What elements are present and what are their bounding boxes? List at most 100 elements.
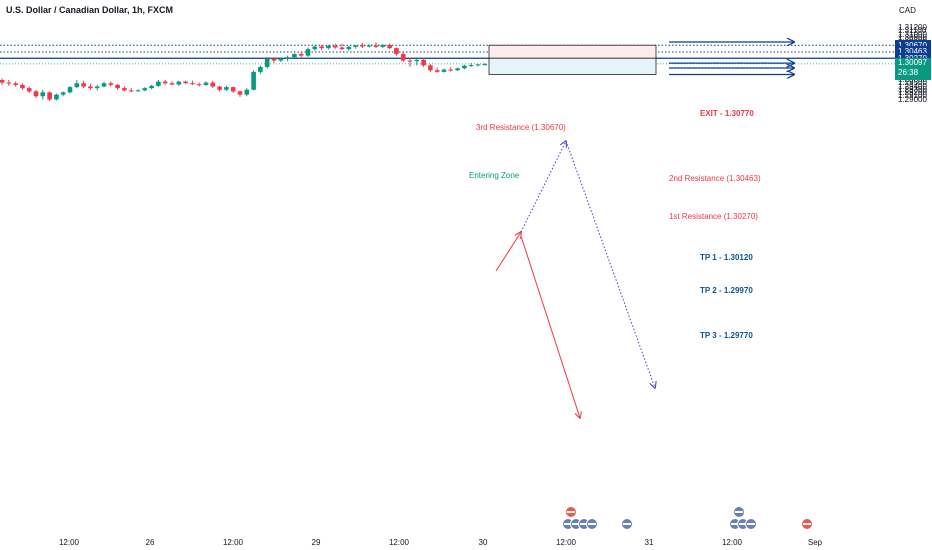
- resistance-1-label: 1st Resistance (1.30270): [669, 212, 758, 221]
- candle-body: [217, 86, 222, 90]
- candle-body: [428, 65, 433, 71]
- price-tick: 1.29000: [898, 94, 927, 104]
- us-event-flag-7-stripe: [731, 523, 739, 525]
- candle-body: [264, 58, 270, 67]
- tp3-label: TP 3 - 1.29770: [700, 331, 753, 340]
- candle-body: [441, 69, 447, 72]
- candle-body: [482, 64, 488, 66]
- us-event-flag-4-stripe: [588, 523, 596, 525]
- candle-body: [373, 45, 379, 47]
- candle-body: [244, 89, 250, 95]
- exit-label: EXIT - 1.30770: [700, 109, 754, 118]
- currency-label: CAD: [899, 6, 916, 15]
- price-tick: 1.29300: [898, 84, 927, 94]
- candle-body: [292, 54, 297, 58]
- candle-body: [149, 85, 154, 89]
- candle-body: [448, 69, 454, 71]
- symbol-title: U.S. Dollar / Canadian Dollar, 1h, FXCM: [6, 5, 174, 15]
- current-price-badge: 1.30097 26:38: [895, 58, 931, 81]
- tp1-label: TP 1 - 1.30120: [700, 253, 753, 262]
- candle-body: [230, 87, 236, 92]
- candle-body: [20, 84, 25, 89]
- candle-body: [353, 45, 358, 47]
- candle-body: [67, 87, 73, 93]
- candle-body: [169, 83, 175, 85]
- candle-body: [394, 48, 399, 54]
- candle-body: [278, 58, 284, 61]
- candle-body: [122, 88, 127, 91]
- candle-body: [360, 45, 365, 47]
- candle-body: [298, 54, 304, 56]
- candle-body: [468, 65, 474, 67]
- us-event-flag-1-stripe: [564, 523, 572, 525]
- candle-body: [94, 86, 100, 89]
- time-tick: 12:00: [555, 538, 577, 547]
- price-level-badge: 1.30463: [895, 46, 931, 58]
- entering-zone-label: Entering Zone: [469, 171, 520, 180]
- candle-body: [305, 49, 311, 56]
- price-tick: 1.30900: [898, 32, 927, 42]
- candle-body: [196, 84, 202, 86]
- drop-arrow: [520, 235, 580, 418]
- candle-body: [312, 46, 318, 50]
- candle-body: [13, 83, 18, 85]
- candle-body: [135, 90, 141, 92]
- price-tick: 1.29400: [898, 81, 927, 91]
- price-tick: 1.29100: [898, 91, 927, 101]
- candle-body: [0, 80, 5, 83]
- candle-body: [88, 86, 93, 89]
- current-price-value: 1.30097: [898, 58, 927, 68]
- candle-body: [183, 81, 188, 84]
- price-tick: 1.31000: [898, 29, 927, 39]
- candle-body: [237, 91, 243, 95]
- bar-countdown: 26:38: [898, 68, 919, 78]
- candle-body: [387, 44, 392, 49]
- candle-body: [108, 83, 114, 85]
- us-event-flag-5-stripe: [623, 523, 631, 525]
- candle-body: [414, 59, 420, 62]
- candle-body: [54, 94, 59, 100]
- ca-event-flag-2-stripe: [803, 523, 811, 525]
- candle-body: [251, 71, 256, 90]
- candle-body: [339, 47, 345, 50]
- candle-body: [190, 83, 195, 85]
- candle-body: [128, 90, 134, 92]
- entering-zone-upper: [488, 44, 657, 59]
- alt-drop-path: [565, 140, 655, 388]
- us-event-flag-8-stripe: [739, 523, 747, 525]
- us-event-flag-6-stripe: [735, 511, 743, 513]
- candle-body: [33, 91, 39, 97]
- candle-body: [434, 70, 440, 72]
- time-tick: 12:00: [388, 538, 410, 547]
- candle-body: [203, 82, 209, 85]
- time-tick: 12:00: [721, 538, 743, 547]
- candle-body: [26, 88, 32, 92]
- time-tick: 30: [478, 538, 488, 547]
- candle-body: [407, 60, 413, 62]
- time-tick: 29: [311, 538, 321, 547]
- candle-body: [156, 81, 161, 86]
- entering-zone-lower: [488, 57, 657, 75]
- candle-body: [224, 87, 229, 90]
- us-event-flag-2-stripe: [572, 523, 580, 525]
- entry-arrow: [495, 232, 521, 272]
- candle-body: [115, 84, 120, 89]
- candle-body: [475, 64, 481, 66]
- candle-body: [332, 45, 338, 48]
- candle-body: [210, 82, 216, 87]
- candle-body: [176, 81, 182, 85]
- time-tick: 12:00: [58, 538, 80, 547]
- candle-body: [101, 83, 107, 87]
- candle-body: [455, 68, 460, 71]
- candle-body: [326, 45, 331, 49]
- price-level-badge: 1.30270: [895, 52, 931, 64]
- time-tick: 31: [644, 538, 654, 547]
- price-tick: 1.31200: [898, 23, 927, 32]
- resistance-3-label: 3rd Resistance (1.30670): [476, 123, 566, 132]
- candle-body: [142, 88, 148, 91]
- resistance-2-label: 2nd Resistance (1.30463): [669, 174, 761, 183]
- candle-body: [47, 92, 52, 100]
- us-event-flag-3-stripe: [580, 523, 588, 525]
